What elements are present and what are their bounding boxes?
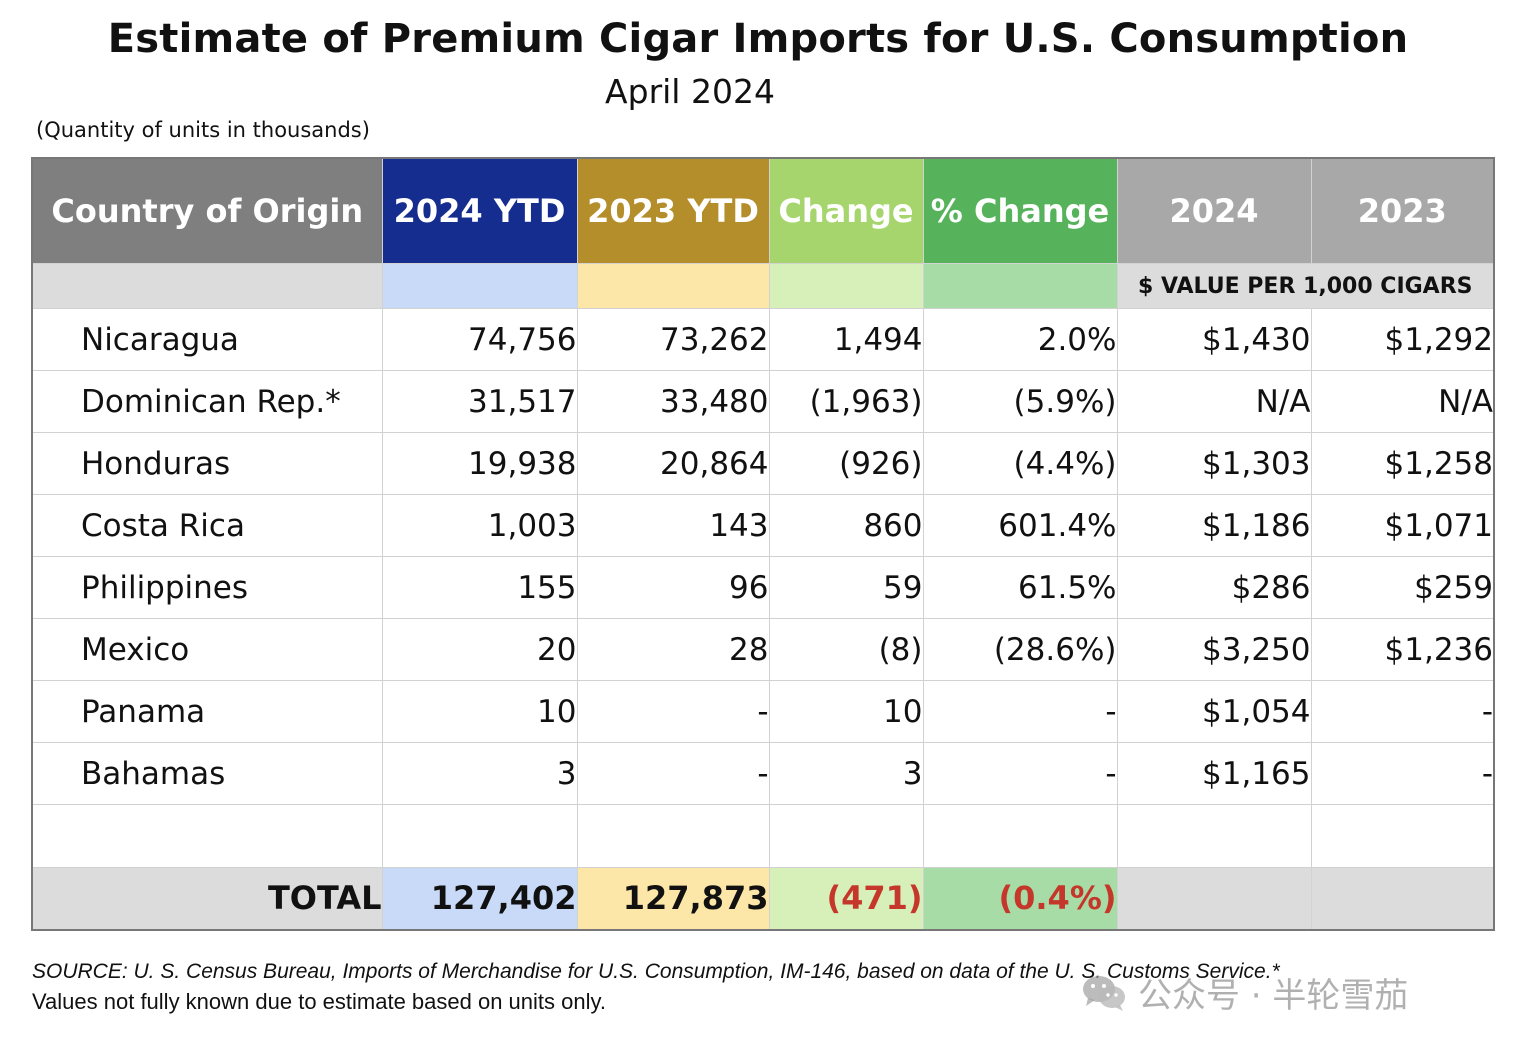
units-note: (Quantity of units in thousands) — [36, 118, 370, 142]
ytd-2023-cell: 33,480 — [576, 370, 770, 433]
watermark-text: 公众号 · 半轮雪茄 — [1138, 976, 1409, 1016]
change-cell: (926) — [768, 432, 924, 495]
pct-change-cell: (4.4%) — [922, 432, 1118, 495]
ytd-2024-cell: 1,003 — [381, 494, 578, 557]
total-value-2024-empty — [1116, 867, 1312, 930]
value-2024-cell: $1,054 — [1116, 680, 1312, 743]
ytd-2023-cell: - — [576, 742, 770, 805]
value-2023-cell: $1,292 — [1310, 308, 1495, 371]
subheader-country-band — [31, 263, 383, 309]
value-2024-cell: $1,430 — [1116, 308, 1312, 371]
country-cell: Costa Rica — [31, 494, 383, 557]
value-2024-cell: $1,165 — [1116, 742, 1312, 805]
table-row: Mexico 20 28 (8) (28.6%) $3,250 $1,236 — [31, 618, 1495, 681]
table-row: Honduras 19,938 20,864 (926) (4.4%) $1,3… — [31, 432, 1495, 495]
table-row: Bahamas 3 - 3 - $1,165 - — [31, 742, 1495, 805]
country-cell: Panama — [31, 680, 383, 743]
country-cell: Nicaragua — [31, 308, 383, 371]
table-row: Costa Rica 1,003 143 860 601.4% $1,186 $… — [31, 494, 1495, 557]
header-country: Country of Origin — [31, 157, 383, 264]
country-cell: Philippines — [31, 556, 383, 619]
value-2023-cell: - — [1310, 680, 1495, 743]
value-2024-cell: $1,303 — [1116, 432, 1312, 495]
value-2024-cell: $1,186 — [1116, 494, 1312, 557]
value-2024-cell: N/A — [1116, 370, 1312, 433]
value-2023-cell: N/A — [1310, 370, 1495, 433]
total-row: TOTAL 127,402 127,873 (471) (0.4%) — [31, 867, 1495, 930]
wechat-icon — [1080, 973, 1128, 1013]
ytd-2023-cell: 28 — [576, 618, 770, 681]
change-cell: (1,963) — [768, 370, 924, 433]
value-2024-cell: $3,250 — [1116, 618, 1312, 681]
table-row: Philippines 155 96 59 61.5% $286 $259 — [31, 556, 1495, 619]
country-cell: Bahamas — [31, 742, 383, 805]
header-change: Change — [768, 157, 924, 264]
change-cell: 3 — [768, 742, 924, 805]
pct-change-cell: - — [922, 680, 1118, 743]
change-cell: 59 — [768, 556, 924, 619]
value-2023-cell: $1,258 — [1310, 432, 1495, 495]
change-cell: (8) — [768, 618, 924, 681]
total-ytd-2024: 127,402 — [381, 867, 578, 930]
change-cell: 1,494 — [768, 308, 924, 371]
total-pct-change: (0.4%) — [922, 867, 1118, 930]
country-cell: Mexico — [31, 618, 383, 681]
ytd-2024-cell: 20 — [381, 618, 578, 681]
subheader-pct-band — [922, 263, 1118, 309]
pct-change-cell: 601.4% — [922, 494, 1118, 557]
change-cell: 10 — [768, 680, 924, 743]
subheader-change-band — [768, 263, 924, 309]
imports-table: Country of Origin 2024 YTD 2023 YTD Chan… — [31, 157, 1495, 931]
ytd-2024-cell: 74,756 — [381, 308, 578, 371]
ytd-2024-cell: 10 — [381, 680, 578, 743]
table-subheader-row: $ VALUE PER 1,000 CIGARS — [31, 263, 1495, 309]
ytd-2023-cell: 20,864 — [576, 432, 770, 495]
footnote: Values not fully known due to estimate b… — [32, 989, 606, 1014]
ytd-2023-cell: 96 — [576, 556, 770, 619]
total-value-2023-empty — [1310, 867, 1495, 930]
pct-change-cell: 2.0% — [922, 308, 1118, 371]
table-row: Nicaragua 74,756 73,262 1,494 2.0% $1,43… — [31, 308, 1495, 371]
header-2023-ytd: 2023 YTD — [576, 157, 770, 264]
total-label: TOTAL — [31, 867, 383, 930]
ytd-2024-cell: 19,938 — [381, 432, 578, 495]
watermark: 公众号 · 半轮雪茄 — [1080, 968, 1408, 1017]
empty-spacer-row — [31, 804, 1495, 868]
ytd-2024-cell: 155 — [381, 556, 578, 619]
table-header-row: Country of Origin 2024 YTD 2023 YTD Chan… — [31, 157, 1495, 264]
value-2023-cell: $259 — [1310, 556, 1495, 619]
ytd-2023-cell: 143 — [576, 494, 770, 557]
page-title: Estimate of Premium Cigar Imports for U.… — [107, 16, 1409, 62]
pct-change-cell: (28.6%) — [922, 618, 1118, 681]
table-row: Panama 10 - 10 - $1,054 - — [31, 680, 1495, 743]
total-change: (471) — [768, 867, 924, 930]
pct-change-cell: 61.5% — [922, 556, 1118, 619]
page-subtitle: April 2024 — [605, 72, 775, 111]
ytd-2023-cell: 73,262 — [576, 308, 770, 371]
header-value-2024: 2024 — [1116, 157, 1312, 264]
value-2023-cell: $1,071 — [1310, 494, 1495, 557]
source-note: SOURCE: U. S. Census Bureau, Imports of … — [32, 960, 1280, 983]
value-2023-cell: $1,236 — [1310, 618, 1495, 681]
value-2024-cell: $286 — [1116, 556, 1312, 619]
header-2024-ytd: 2024 YTD — [381, 157, 578, 264]
header-value-2023: 2023 — [1310, 157, 1495, 264]
ytd-2024-cell: 31,517 — [381, 370, 578, 433]
header-pct-change: % Change — [922, 157, 1118, 264]
country-cell: Dominican Rep.* — [31, 370, 383, 433]
value-2023-cell: - — [1310, 742, 1495, 805]
pct-change-cell: - — [922, 742, 1118, 805]
country-cell: Honduras — [31, 432, 383, 495]
subheader-2024-band — [381, 263, 578, 309]
table-row: Dominican Rep.* 31,517 33,480 (1,963) (5… — [31, 370, 1495, 433]
pct-change-cell: (5.9%) — [922, 370, 1118, 433]
value-per-thousand-label: $ VALUE PER 1,000 CIGARS — [1116, 263, 1495, 309]
change-cell: 860 — [768, 494, 924, 557]
ytd-2023-cell: - — [576, 680, 770, 743]
subheader-2023-band — [576, 263, 770, 309]
ytd-2024-cell: 3 — [381, 742, 578, 805]
total-ytd-2023: 127,873 — [576, 867, 770, 930]
